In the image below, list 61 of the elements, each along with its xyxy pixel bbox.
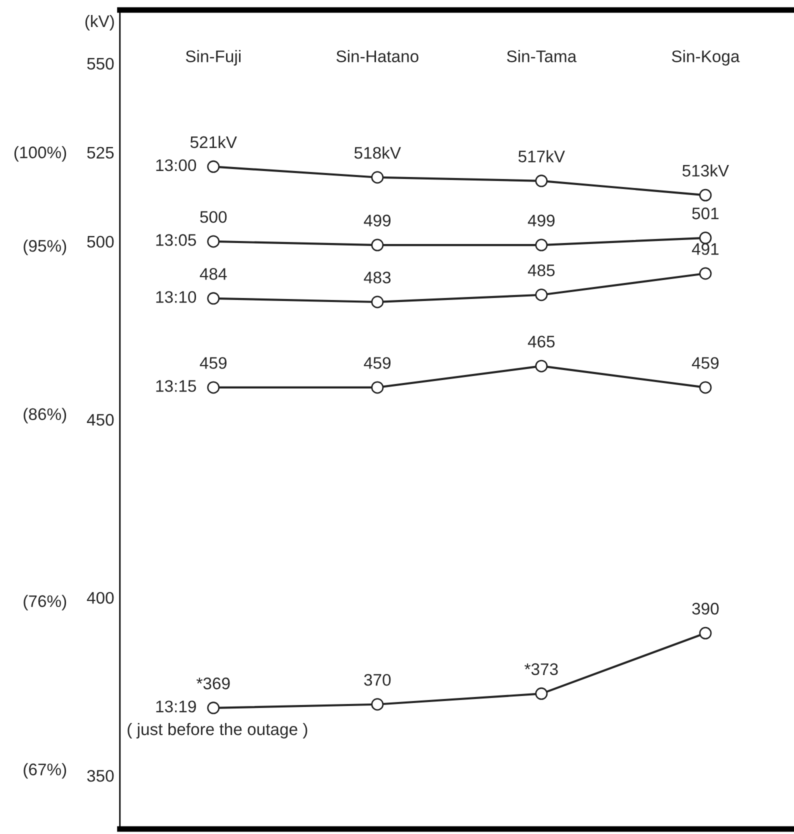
- y-tick-label: 400: [86, 592, 114, 604]
- data-label: 518kV: [354, 146, 401, 159]
- point: [699, 381, 712, 394]
- y-axis-title: (kV): [85, 14, 114, 30]
- data-label: 370: [364, 674, 391, 686]
- data-label: 513kV: [682, 164, 729, 177]
- data-label: 491: [692, 243, 719, 255]
- x-tick-label: Sin-Hatano: [336, 50, 418, 62]
- y2-tick-label: (86%): [24, 408, 66, 424]
- point: [371, 296, 384, 308]
- point: [699, 267, 712, 280]
- y-tick-label: 350: [87, 770, 114, 782]
- data-label: 459: [692, 357, 719, 369]
- point: [207, 702, 220, 714]
- data-label: 459: [364, 357, 391, 369]
- y2-tick-label: (76%): [24, 594, 66, 610]
- data-label: 501: [692, 208, 719, 220]
- annotation: ( just before the outage ): [128, 722, 308, 738]
- point: [535, 174, 548, 188]
- data-label: 521kV: [190, 136, 237, 148]
- data-label: 484: [200, 268, 227, 280]
- data-label: *373: [524, 663, 558, 676]
- point: [535, 360, 548, 372]
- series-label: 13:19: [156, 700, 196, 712]
- y2-tick-label: (100%): [14, 146, 66, 162]
- point: [207, 381, 220, 394]
- series-label: 13:10: [156, 291, 196, 303]
- point: [535, 288, 548, 302]
- point: [699, 626, 712, 640]
- data-label: 390: [692, 602, 719, 615]
- x-tick-label: Sin-Koga: [672, 50, 740, 66]
- series-label: 13:05: [156, 234, 196, 246]
- y2-tick-label: (67%): [24, 763, 66, 779]
- data-label: 500: [200, 211, 227, 223]
- data-label: 459: [200, 357, 226, 369]
- point: [207, 160, 220, 173]
- series-label: 13:00: [156, 159, 196, 172]
- data-label: 517kV: [518, 150, 565, 162]
- x-tick-label: Sin-Tama: [506, 50, 577, 62]
- y-tick-label: 525: [87, 146, 114, 159]
- point: [207, 292, 220, 305]
- y-tick-label: 500: [87, 236, 114, 248]
- y2-tick-label: (95%): [24, 240, 66, 256]
- x-tick-label: Sin-Fuji: [186, 50, 241, 66]
- point: [699, 188, 712, 202]
- data-label: 499: [528, 214, 555, 226]
- y-tick-label: 550: [87, 58, 114, 70]
- point: [371, 238, 384, 252]
- data-label: 483: [364, 272, 391, 284]
- point: [535, 687, 548, 700]
- point: [535, 238, 548, 252]
- point: [207, 235, 220, 248]
- data-label: 465: [528, 336, 555, 348]
- data-label: 485: [528, 264, 555, 276]
- point: [371, 698, 384, 711]
- point: [371, 171, 384, 184]
- data-label: 499: [364, 214, 391, 226]
- y-tick-label: 450: [86, 414, 114, 426]
- data-label: *369: [196, 678, 230, 690]
- series-label: 13:15: [156, 380, 196, 392]
- point: [371, 381, 384, 394]
